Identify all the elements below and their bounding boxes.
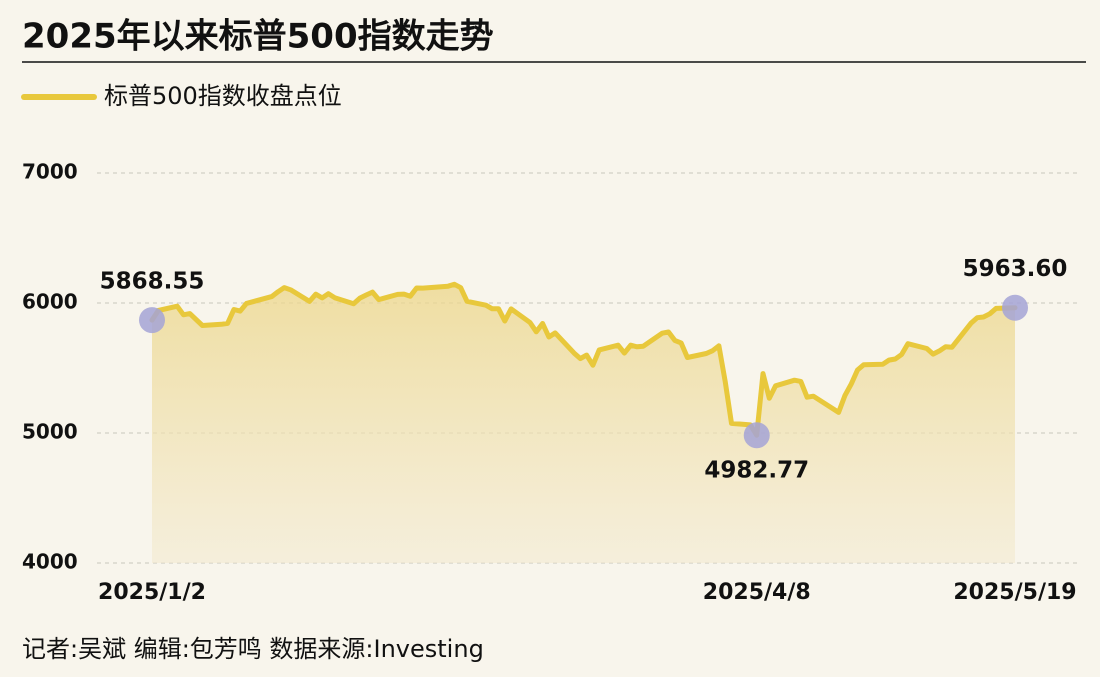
value-label: 5963.60	[963, 256, 1068, 282]
y-tick-label: 5000	[22, 420, 78, 444]
footer: 记者:吴斌 编辑:包芳鸣 数据来源:Investing	[22, 635, 484, 663]
legend-label: 标普500指数收盘点位	[104, 82, 342, 110]
y-tick-label: 4000	[22, 550, 78, 574]
value-label: 5868.55	[100, 269, 205, 295]
highlight-point	[743, 422, 770, 449]
y-tick-label: 6000	[22, 290, 78, 314]
area	[152, 284, 1015, 563]
value-label: 4982.77	[704, 458, 809, 484]
highlight-point	[1002, 294, 1028, 321]
chart-title: 2025年以来标普500指数走势	[22, 17, 494, 57]
highlight-point	[139, 307, 165, 334]
x-tick-label: 2025/4/8	[703, 580, 811, 605]
x-tick-label: 2025/5/19	[953, 580, 1076, 605]
y-tick-label: 7000	[22, 160, 78, 184]
x-tick-label: 2025/1/2	[98, 580, 206, 605]
line	[149, 281, 1018, 438]
